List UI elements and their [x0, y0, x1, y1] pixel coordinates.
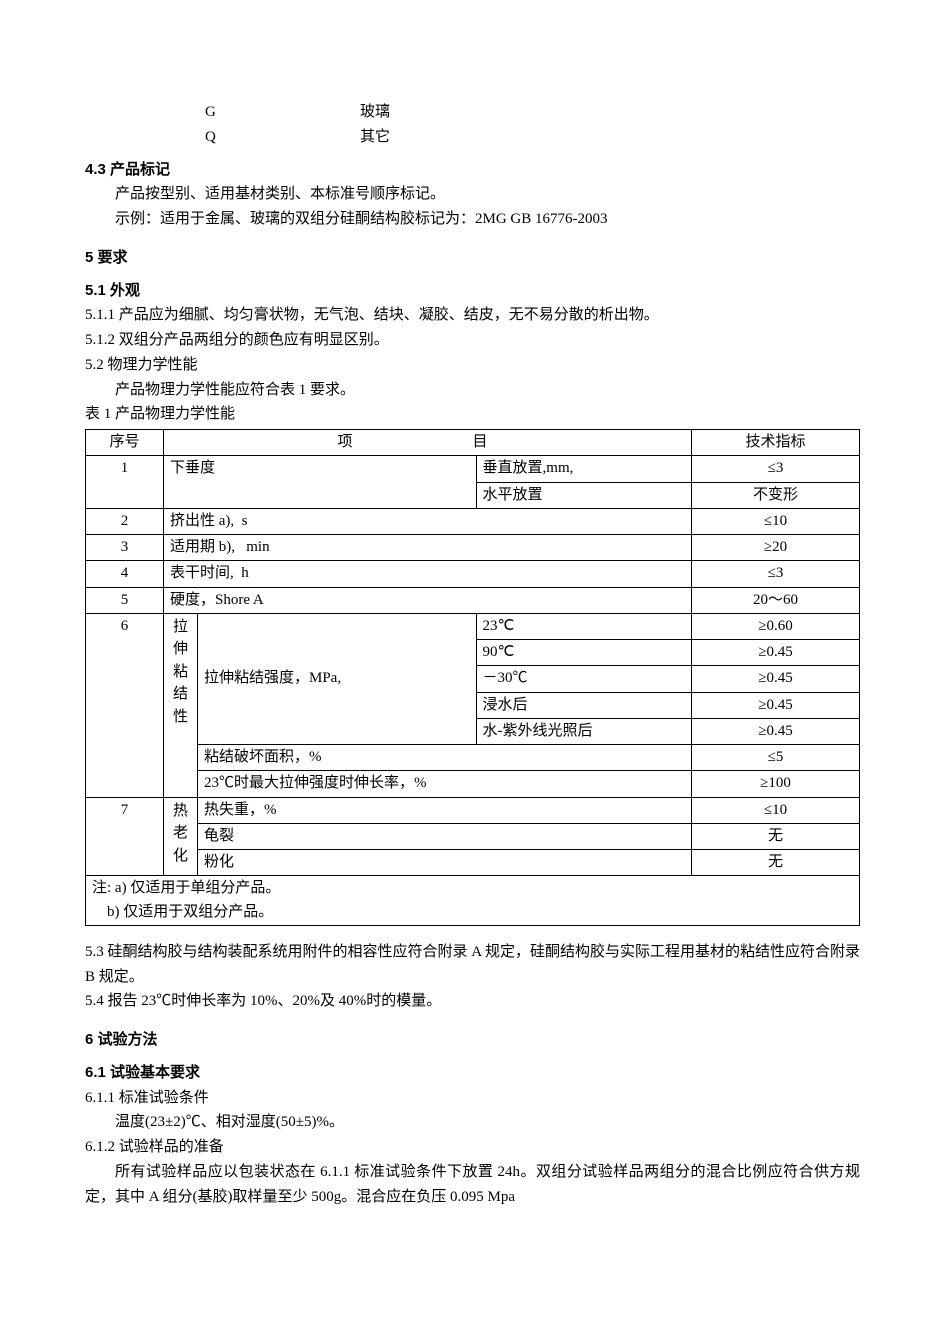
item-3: 适用期 b), min — [164, 535, 692, 561]
v-6-3: ≥0.45 — [692, 666, 860, 692]
item-1-sub2: 水平放置 — [476, 482, 691, 508]
v-7-2: 无 — [692, 823, 860, 849]
val-5: 20～60 — [692, 587, 860, 613]
item-7-s3: 粉化 — [198, 850, 692, 876]
note-a: 注: a) 仅适用于单组分产品。 — [92, 877, 853, 900]
table-row: 6 拉伸粘结性 拉伸粘结强度，MPa, 23℃ ≥0.60 — [86, 613, 860, 639]
seq-5: 5 — [86, 587, 164, 613]
para-5-2: 产品物理力学性能应符合表 1 要求。 — [85, 378, 860, 403]
table-note-row: 注: a) 仅适用于单组分产品。 b) 仅适用于双组分产品。 — [86, 876, 860, 926]
heading-4-3: 4.3 产品标记 — [85, 158, 860, 183]
val-2: ≤10 — [692, 508, 860, 534]
heading-6-1-1: 6.1.1 标准试验条件 — [85, 1086, 860, 1111]
table-row: 5 硬度，Shore A 20～60 — [86, 587, 860, 613]
table-row: 1 下垂度 垂直放置,mm, ≤3 — [86, 456, 860, 482]
item-6-vertical: 拉伸粘结性 — [164, 613, 198, 797]
c-6-1: 23℃ — [476, 613, 691, 639]
v-6-4: ≥0.45 — [692, 692, 860, 718]
table-header-row: 序号 项 目 技术指标 — [86, 430, 860, 456]
item-1-sub1: 垂直放置,mm, — [476, 456, 691, 482]
table-row: 2 挤出性 a), s ≤10 — [86, 508, 860, 534]
v-6-5: ≥0.45 — [692, 718, 860, 744]
item-7-s1: 热失重，% — [198, 797, 692, 823]
table-row: 4 表干时间, h ≤3 — [86, 561, 860, 587]
heading-5: 5 要求 — [85, 246, 860, 271]
heading-6: 6 试验方法 — [85, 1028, 860, 1053]
th-item: 项 目 — [164, 430, 692, 456]
seq-4: 4 — [86, 561, 164, 587]
val-4: ≤3 — [692, 561, 860, 587]
item-1: 下垂度 — [164, 456, 477, 509]
seq-1: 1 — [86, 456, 164, 509]
para-5-1-2: 5.1.2 双组分产品两组分的颜色应有明显区别。 — [85, 328, 860, 353]
code-g: G — [205, 100, 360, 125]
item-6-elong: 23℃时最大拉伸强度时伸长率，% — [198, 771, 692, 797]
note-b: b) 仅适用于双组分产品。 — [92, 901, 853, 924]
para-5-4: 5.4 报告 23℃时伸长率为 10%、20%及 40%时的模量。 — [85, 989, 860, 1014]
item-2: 挤出性 a), s — [164, 508, 692, 534]
seq-3: 3 — [86, 535, 164, 561]
table-row: 粉化 无 — [86, 850, 860, 876]
table-row: 粘结破坏面积，% ≤5 — [86, 745, 860, 771]
th-tech: 技术指标 — [692, 430, 860, 456]
val-1-1: ≤3 — [692, 456, 860, 482]
seq-2: 2 — [86, 508, 164, 534]
th-seq: 序号 — [86, 430, 164, 456]
para-5-1-1: 5.1.1 产品应为细腻、均匀膏状物，无气泡、结块、凝胶、结皮，无不易分散的析出… — [85, 303, 860, 328]
v-6-area: ≤5 — [692, 745, 860, 771]
v-6-elong: ≥100 — [692, 771, 860, 797]
para-6-1-1: 温度(23±2)℃、相对湿度(50±5)%。 — [85, 1110, 860, 1135]
table-row: 3 适用期 b), min ≥20 — [86, 535, 860, 561]
seq-7: 7 — [86, 797, 164, 876]
c-6-2: 90℃ — [476, 640, 691, 666]
table-row: 龟裂 无 — [86, 823, 860, 849]
val-1-2: 不变形 — [692, 482, 860, 508]
table-notes: 注: a) 仅适用于单组分产品。 b) 仅适用于双组分产品。 — [86, 876, 860, 926]
item-4: 表干时间, h — [164, 561, 692, 587]
item-7-s2: 龟裂 — [198, 823, 692, 849]
code-g-label: 玻璃 — [360, 100, 390, 125]
heading-6-1: 6.1 试验基本要求 — [85, 1061, 860, 1086]
item-6-area: 粘结破坏面积，% — [198, 745, 692, 771]
heading-5-2: 5.2 物理力学性能 — [85, 353, 860, 378]
v-7-3: 无 — [692, 850, 860, 876]
v-7-1: ≤10 — [692, 797, 860, 823]
val-3: ≥20 — [692, 535, 860, 561]
code-row-q: Q 其它 — [205, 125, 860, 150]
v-6-2: ≥0.45 — [692, 640, 860, 666]
heading-5-1: 5.1 外观 — [85, 279, 860, 304]
c-6-5: 水-紫外线光照后 — [476, 718, 691, 744]
para-6-1-2: 所有试验样品应以包装状态在 6.1.1 标准试验条件下放置 24h。双组分试验样… — [85, 1160, 860, 1210]
c-6-3: －30℃ — [476, 666, 691, 692]
v-6-1: ≥0.60 — [692, 613, 860, 639]
c-6-4: 浸水后 — [476, 692, 691, 718]
para-4-3-2: 示例：适用于金属、玻璃的双组分硅酮结构胶标记为：2MG GB 16776-200… — [85, 207, 860, 232]
code-row-g: G 玻璃 — [205, 100, 860, 125]
table-row: 23℃时最大拉伸强度时伸长率，% ≥100 — [86, 771, 860, 797]
item-6-sub: 拉伸粘结强度，MPa, — [198, 613, 477, 744]
item-7-vertical: 热老化 — [164, 797, 198, 876]
para-5-3: 5.3 硅酮结构胶与结构装配系统用附件的相容性应符合附录 A 规定，硅酮结构胶与… — [85, 940, 860, 990]
table-1: 序号 项 目 技术指标 1 下垂度 垂直放置,mm, ≤3 水平放置 不变形 2… — [85, 429, 860, 926]
code-q: Q — [205, 125, 360, 150]
item-5: 硬度，Shore A — [164, 587, 692, 613]
table-row: 7 热老化 热失重，% ≤10 — [86, 797, 860, 823]
para-4-3-1: 产品按型别、适用基材类别、本标准号顺序标记。 — [85, 182, 860, 207]
heading-6-1-2: 6.1.2 试验样品的准备 — [85, 1135, 860, 1160]
seq-6: 6 — [86, 613, 164, 797]
code-q-label: 其它 — [360, 125, 390, 150]
table-1-title: 表 1 产品物理力学性能 — [85, 402, 860, 427]
